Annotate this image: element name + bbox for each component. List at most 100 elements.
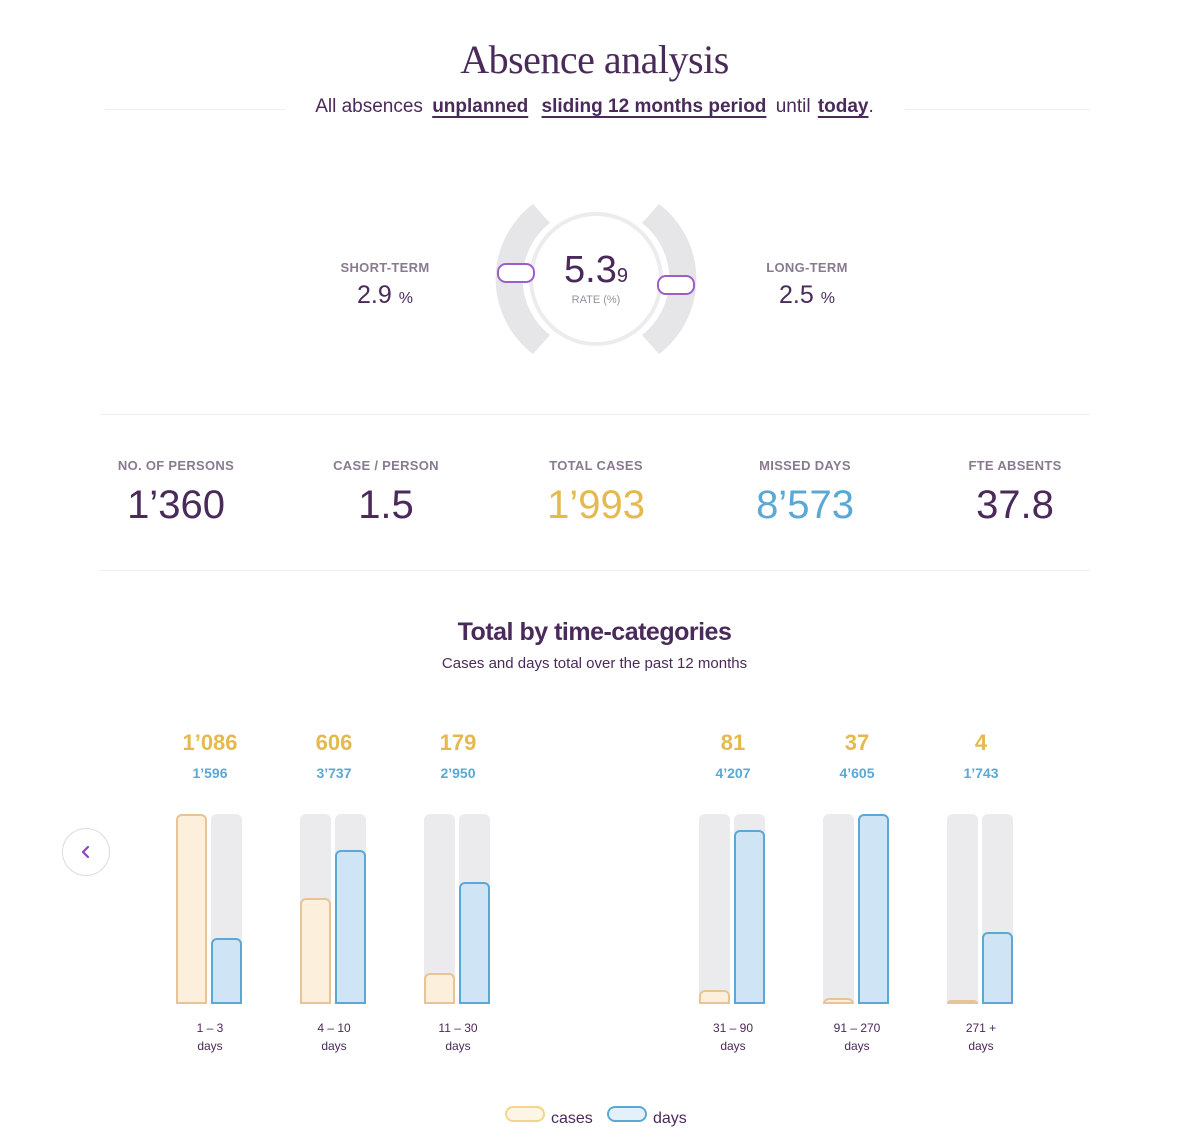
kpi-fte-absents: FTE ABSENTS 37.8 <box>915 458 1115 528</box>
rate-value-small: 9 <box>616 265 628 287</box>
gauge-right-segment <box>642 204 697 354</box>
cases-bar-track <box>424 814 455 1004</box>
long-term-value: 2.5 % <box>707 281 907 310</box>
days-bar-track <box>335 814 366 1004</box>
cases-data-label: 179 <box>439 730 477 755</box>
days-bar <box>858 814 889 1004</box>
days-bar <box>982 932 1013 1004</box>
short-term-number: 2.9 <box>357 281 392 309</box>
cases-bar <box>947 1000 978 1004</box>
legend-days-label: days <box>653 1110 687 1127</box>
kpi-value: 1’993 <box>547 483 645 527</box>
category-range: 271 + <box>965 1021 997 1035</box>
gauge-handle-right <box>657 275 695 295</box>
days-data-label: 3’737 <box>316 765 352 781</box>
kpi-label: FTE ABSENTS <box>968 458 1062 473</box>
cases-data-label: 1’086 <box>182 730 238 755</box>
divider-kpis-bottom <box>100 570 1090 571</box>
kpi-value: 8’573 <box>756 483 854 527</box>
days-data-label: 4’207 <box>715 765 751 781</box>
long-term-unit: % <box>820 290 835 307</box>
days-bar-track <box>734 814 765 1004</box>
cases-bar-track <box>176 814 207 1004</box>
days-data-label: 2’950 <box>440 765 476 781</box>
filter-suffix: . <box>868 96 874 117</box>
kpi-persons: NO. OF PERSONS 1’360 <box>76 458 276 528</box>
section-title: Total by time-categories <box>457 618 732 646</box>
rate-value: 5.39 <box>546 249 646 292</box>
cases-bar-track <box>823 814 854 1004</box>
category-unit: days <box>720 1039 746 1053</box>
short-term-label: SHORT-TERM <box>340 260 430 275</box>
days-bar-track <box>982 814 1013 1004</box>
gauge-handle-left <box>497 263 535 283</box>
category-range: 31 – 90 <box>712 1021 754 1035</box>
category-unit: days <box>968 1039 994 1053</box>
cases-data-label: 606 <box>315 730 353 755</box>
category-range: 4 – 10 <box>317 1021 351 1035</box>
kpi-label: TOTAL CASES <box>549 458 643 473</box>
divider-left <box>105 109 285 110</box>
section-subtitle: Cases and days total over the past 12 mo… <box>441 655 748 672</box>
category-unit: days <box>197 1039 223 1053</box>
kpi-missed-days: MISSED DAYS 8’573 <box>705 458 905 528</box>
category-unit: days <box>321 1039 347 1053</box>
cases-bar-track <box>947 814 978 1004</box>
days-bar <box>211 938 242 1004</box>
cases-bar <box>424 973 455 1004</box>
cases-bar <box>699 990 730 1004</box>
legend-days-swatch <box>607 1106 647 1122</box>
days-bar <box>459 882 490 1004</box>
days-bar <box>335 850 366 1004</box>
category-label: 31 – 90 days <box>673 1019 793 1055</box>
category-range: 1 – 3 <box>196 1021 224 1035</box>
rate-value-main: 5.3 <box>564 249 617 291</box>
category-unit: days <box>844 1039 870 1053</box>
kpi-value: 1’360 <box>127 483 225 527</box>
category-label: 271 + days <box>921 1019 1041 1055</box>
short-term-value: 2.9 % <box>285 281 485 310</box>
chevron-left-icon <box>81 845 90 859</box>
cases-data-label: 37 <box>844 730 870 755</box>
category-label: 1 – 3 days <box>150 1019 270 1055</box>
days-data-label: 1’743 <box>963 765 999 781</box>
category-range: 11 – 30 <box>438 1021 478 1035</box>
kpi-label: CASE / PERSON <box>333 458 439 473</box>
absence-type-dropdown[interactable]: unplanned <box>432 96 529 117</box>
divider-kpis-top <box>100 414 1090 415</box>
long-term-label: LONG-TERM <box>766 260 848 275</box>
divider-right <box>905 109 1090 110</box>
gauge-left-segment <box>495 204 550 354</box>
legend-cases-label: cases <box>551 1110 593 1127</box>
filter-until-word: until <box>775 96 811 117</box>
cases-bar <box>300 898 331 1004</box>
category-label: 91 – 270 days <box>797 1019 917 1055</box>
days-bar-track <box>858 814 889 1004</box>
cases-data-label: 4 <box>974 730 988 755</box>
cases-bar-track <box>699 814 730 1004</box>
kpi-total-cases: TOTAL CASES 1’993 <box>496 458 696 528</box>
legend-cases-swatch <box>505 1106 545 1122</box>
kpi-case-per-person: CASE / PERSON 1.5 <box>286 458 486 528</box>
kpi-value: 1.5 <box>358 483 414 527</box>
cases-bar-track <box>300 814 331 1004</box>
kpi-label: NO. OF PERSONS <box>117 458 235 473</box>
days-bar <box>734 830 765 1004</box>
period-dropdown[interactable]: sliding 12 months period <box>541 96 767 117</box>
cases-data-label: 81 <box>720 730 746 755</box>
short-term-unit: % <box>398 290 413 307</box>
long-term-stat: LONG-TERM 2.5 % <box>707 260 907 310</box>
filter-prefix: All absences <box>315 96 423 117</box>
page-title: Absence analysis <box>460 37 729 82</box>
until-date-dropdown[interactable]: today <box>817 96 869 117</box>
cases-bar <box>823 998 854 1004</box>
category-label: 4 – 10 days <box>274 1019 394 1055</box>
kpi-value: 37.8 <box>976 483 1054 527</box>
days-bar-track <box>211 814 242 1004</box>
filter-sentence: All absences unplanned sliding 12 months… <box>0 96 1189 118</box>
category-range: 91 – 270 <box>833 1021 881 1035</box>
previous-button[interactable] <box>62 828 110 876</box>
long-term-number: 2.5 <box>779 281 814 309</box>
days-data-label: 1’596 <box>192 765 228 781</box>
cases-bar <box>176 814 207 1004</box>
